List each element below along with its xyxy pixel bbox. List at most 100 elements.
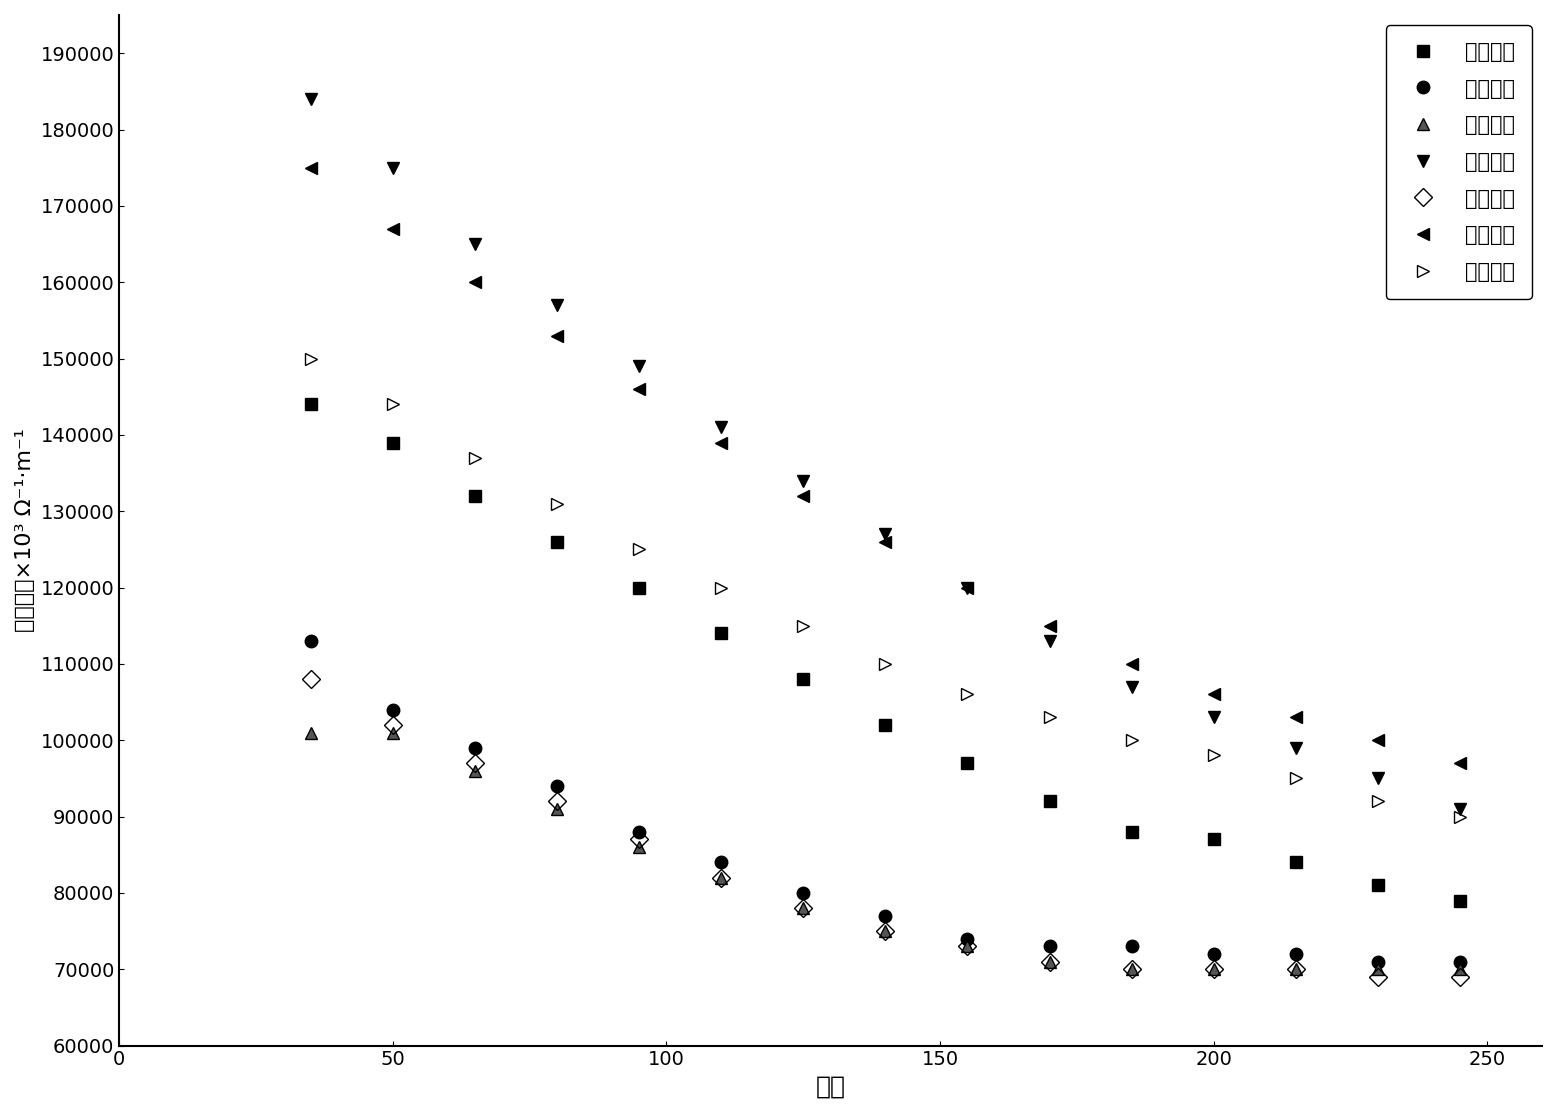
实施例三 [629, 840, 648, 853]
对比例一 [794, 489, 813, 502]
对比例二 [958, 687, 976, 701]
对比例二 [1123, 733, 1141, 746]
实施例一 [1369, 879, 1387, 892]
实施例三 [1451, 962, 1470, 976]
对比例一 [1451, 756, 1470, 770]
实施例五 [1123, 962, 1141, 976]
对比例一 [712, 436, 730, 449]
对比例二 [1451, 810, 1470, 823]
Legend: 实施例一, 实施例二, 实施例三, 实施例四, 实施例五, 对比例一, 对比例二: 实施例一, 实施例二, 实施例三, 实施例四, 实施例五, 对比例一, 对比例二 [1386, 26, 1532, 299]
实施例三 [1369, 962, 1387, 976]
实施例三 [794, 901, 813, 915]
Line: 实施例一: 实施例一 [305, 398, 1467, 907]
对比例一 [1205, 687, 1224, 701]
对比例二 [548, 497, 567, 510]
实施例一 [383, 436, 402, 449]
实施例四 [1451, 802, 1470, 815]
实施例三 [1286, 962, 1305, 976]
实施例二 [629, 825, 648, 839]
实施例二 [877, 909, 895, 922]
实施例四 [1040, 634, 1059, 647]
实施例一 [958, 756, 976, 770]
实施例一 [877, 719, 895, 732]
实施例五 [958, 939, 976, 952]
实施例五 [712, 871, 730, 885]
实施例三 [383, 726, 402, 740]
对比例二 [1369, 794, 1387, 808]
实施例四 [302, 92, 321, 106]
对比例二 [877, 657, 895, 671]
对比例一 [1123, 657, 1141, 671]
实施例五 [548, 794, 567, 808]
对比例一 [466, 275, 484, 289]
实施例四 [712, 421, 730, 434]
实施例一 [1286, 856, 1305, 869]
实施例一 [302, 398, 321, 411]
实施例五 [1205, 962, 1224, 976]
实施例二 [1451, 955, 1470, 968]
实施例五 [877, 925, 895, 938]
实施例一 [466, 489, 484, 502]
实施例三 [466, 764, 484, 778]
实施例四 [958, 580, 976, 594]
实施例五 [466, 756, 484, 770]
实施例二 [1123, 939, 1141, 952]
实施例五 [1369, 970, 1387, 984]
实施例五 [1451, 970, 1470, 984]
Line: 实施例二: 实施例二 [305, 635, 1467, 968]
实施例二 [712, 856, 730, 869]
实施例三 [302, 726, 321, 740]
实施例五 [1040, 955, 1059, 968]
实施例四 [1369, 772, 1387, 785]
对比例二 [1205, 749, 1224, 762]
对比例一 [548, 329, 567, 342]
对比例二 [1040, 711, 1059, 724]
Y-axis label: 电导率，×10³ Ω⁻¹·m⁻¹: 电导率，×10³ Ω⁻¹·m⁻¹ [16, 429, 34, 632]
对比例一 [1286, 711, 1305, 724]
对比例二 [712, 580, 730, 594]
实施例二 [958, 932, 976, 946]
对比例一 [1369, 733, 1387, 746]
对比例一 [302, 162, 321, 175]
Line: 对比例一: 对比例一 [305, 162, 1467, 770]
实施例二 [794, 887, 813, 900]
对比例一 [877, 535, 895, 548]
对比例一 [1040, 619, 1059, 633]
实施例四 [466, 237, 484, 251]
对比例一 [383, 222, 402, 235]
实施例二 [1369, 955, 1387, 968]
实施例四 [1205, 711, 1224, 724]
实施例二 [383, 703, 402, 716]
实施例三 [548, 802, 567, 815]
实施例一 [1205, 833, 1224, 847]
Line: 实施例四: 实施例四 [305, 92, 1467, 815]
实施例一 [1451, 893, 1470, 907]
对比例二 [794, 619, 813, 633]
实施例四 [383, 162, 402, 175]
实施例一 [1123, 825, 1141, 839]
实施例四 [548, 299, 567, 312]
对比例二 [629, 543, 648, 556]
Line: 对比例二: 对比例二 [305, 352, 1467, 823]
对比例二 [383, 398, 402, 411]
实施例二 [302, 634, 321, 647]
实施例二 [1286, 947, 1305, 960]
实施例一 [548, 535, 567, 548]
实施例三 [958, 939, 976, 952]
实施例五 [794, 901, 813, 915]
实施例四 [877, 527, 895, 540]
实施例五 [302, 673, 321, 686]
实施例一 [712, 627, 730, 641]
对比例一 [958, 580, 976, 594]
实施例四 [1286, 741, 1305, 754]
实施例四 [1123, 681, 1141, 694]
实施例三 [1123, 962, 1141, 976]
对比例二 [466, 451, 484, 465]
实施例一 [629, 580, 648, 594]
实施例五 [629, 833, 648, 847]
对比例二 [1286, 772, 1305, 785]
实施例四 [629, 360, 648, 373]
对比例二 [302, 352, 321, 365]
实施例三 [1040, 955, 1059, 968]
实施例一 [1040, 794, 1059, 808]
